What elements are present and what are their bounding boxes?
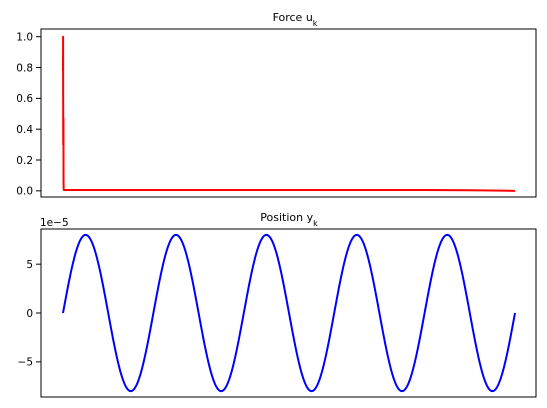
y-tick-label: 0.2 bbox=[16, 155, 33, 167]
series-line bbox=[62, 35, 516, 192]
position-plot-frame bbox=[40, 228, 537, 398]
y-tick-label: 0.0 bbox=[16, 186, 33, 198]
force-title: Force uk bbox=[273, 11, 318, 28]
y-tick-label: 1.0 bbox=[16, 32, 33, 44]
position-series bbox=[62, 233, 516, 393]
series-line bbox=[62, 233, 516, 393]
y-tick-label: 0.8 bbox=[16, 62, 33, 74]
force-plot-frame bbox=[40, 28, 537, 198]
position-y-axis: −5 0 5 bbox=[18, 259, 41, 369]
y-tick-label: 0.6 bbox=[16, 93, 33, 105]
y-tick-label: 0.4 bbox=[16, 124, 33, 136]
position-title: Position yk bbox=[260, 211, 318, 228]
force-series bbox=[62, 35, 516, 192]
y-tick-label: 0 bbox=[26, 308, 33, 320]
y-tick-label: 5 bbox=[26, 259, 33, 271]
y-tick-label: −5 bbox=[18, 357, 33, 369]
force-panel: Force uk 0.0 0.2 0.4 0.6 0.8 1.0 bbox=[16, 11, 537, 198]
force-y-axis: 0.0 0.2 0.4 0.6 0.8 1.0 bbox=[16, 32, 41, 198]
position-offset-text: 1e−5 bbox=[40, 217, 69, 229]
position-panel: Position yk 1e−5 −5 0 5 bbox=[18, 211, 537, 398]
